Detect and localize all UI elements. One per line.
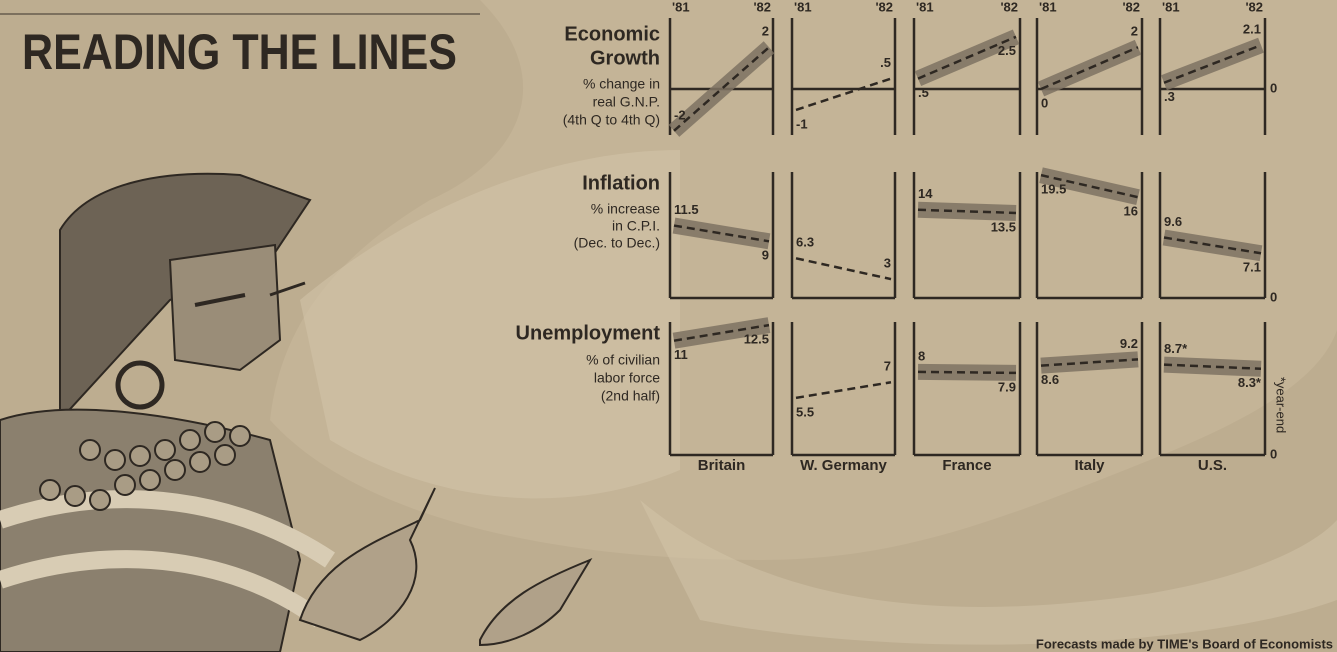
value-label: -1 [796, 116, 808, 131]
x-tick-label: '81 [916, 0, 934, 14]
x-tick-label: '81 [1162, 0, 1180, 14]
value-label: 19.5 [1041, 182, 1066, 197]
row-subtitle: (4th Q to 4th Q) [563, 112, 660, 128]
value-label: 8.6 [1041, 372, 1059, 387]
x-tick-label: '82 [1122, 0, 1140, 14]
row-title: Unemployment [516, 322, 661, 344]
value-label: 8.7* [1164, 341, 1188, 356]
row-subtitle: labor force [594, 370, 660, 386]
value-label: 8.3* [1238, 375, 1262, 390]
page: READING THE LINES '81 '82 '81 '82 '81 '82 '81 '… [0, 0, 1337, 652]
source: Forecasts made by TIME's Board of Econom… [1036, 636, 1333, 651]
value-label: .5 [918, 85, 929, 100]
value-label: .5 [880, 55, 891, 70]
infographic: READING THE LINES '81 '82 '81 '82 '81 '82 '81 '… [0, 0, 1337, 652]
value-label: -2 [674, 107, 686, 122]
x-tick-label: '82 [753, 0, 771, 14]
value-label: 16 [1124, 204, 1138, 219]
row-title: Economic [564, 23, 660, 45]
x-tick-label: '81 [1039, 0, 1057, 14]
value-label: 2 [762, 24, 769, 39]
value-label: 9 [762, 248, 769, 263]
x-tick-label: '82 [1245, 0, 1263, 14]
column-label: Britain [698, 457, 746, 474]
column-label: W. Germany [800, 457, 887, 474]
row-subtitle: (2nd half) [601, 388, 660, 404]
value-label: 2 [1131, 24, 1138, 39]
value-label: 6.3 [796, 235, 814, 250]
value-label: 8 [918, 348, 925, 363]
value-label: 3 [884, 256, 891, 271]
column-label: Italy [1074, 457, 1105, 474]
value-label: .3 [1164, 89, 1175, 104]
value-label: 11.5 [674, 202, 699, 217]
y-tick-label: 0 [1270, 289, 1277, 304]
x-tick-label: '82 [1000, 0, 1018, 14]
value-label: 0 [1041, 95, 1048, 110]
row-subtitle: in C.P.I. [612, 218, 660, 234]
x-tick-label: '82 [875, 0, 893, 14]
value-label: 9.6 [1164, 214, 1182, 229]
value-label: 9.2 [1120, 336, 1138, 351]
value-label: 2.5 [998, 43, 1016, 58]
y-tick-label: 0 [1270, 80, 1277, 95]
value-label: 5.5 [796, 404, 814, 419]
row-subtitle: % change in [583, 76, 660, 92]
value-label: 7.9 [998, 379, 1016, 394]
value-label: 14 [918, 186, 933, 201]
y-tick-label: 0 [1270, 446, 1277, 461]
row-subtitle: (Dec. to Dec.) [574, 235, 660, 251]
row-title: Inflation [582, 172, 660, 194]
row-subtitle: % of civilian [586, 352, 660, 368]
value-label: 13.5 [991, 219, 1016, 234]
value-label: 7.1 [1243, 260, 1261, 275]
value-label: 7 [884, 359, 891, 374]
title: READING THE LINES [22, 24, 457, 80]
value-label: 2.1 [1243, 22, 1261, 37]
row-title: Growth [590, 47, 660, 69]
column-label: U.S. [1198, 457, 1227, 474]
footnote: *year-end [1274, 377, 1289, 433]
row-subtitle: % increase [591, 201, 660, 217]
value-label: 12.5 [744, 332, 769, 347]
row-subtitle: real G.N.P. [593, 94, 660, 110]
column-label: France [942, 457, 991, 474]
value-label: 11 [674, 347, 688, 362]
x-tick-label: '81 [672, 0, 690, 14]
x-tick-label: '81 [794, 0, 812, 14]
